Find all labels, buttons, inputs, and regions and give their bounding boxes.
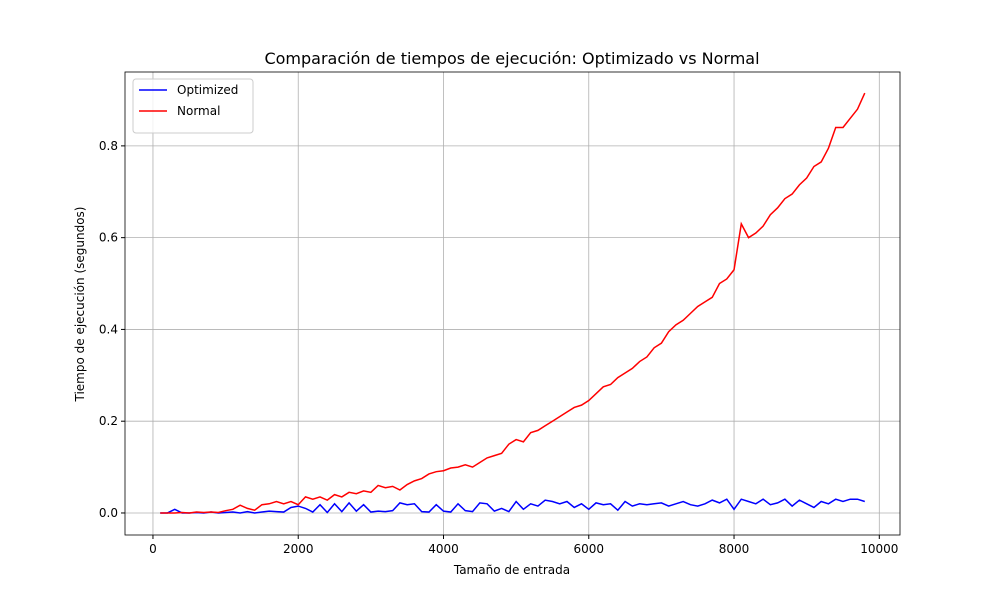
y-axis-label: Tiempo de ejecución (segundos) xyxy=(73,207,87,403)
y-tick-label: 0.6 xyxy=(99,231,118,245)
x-tick-label: 0 xyxy=(149,542,157,556)
y-tick-label: 0.8 xyxy=(99,139,118,153)
data-line xyxy=(160,498,865,514)
legend-box xyxy=(132,78,254,134)
legend-label: Optimized xyxy=(177,83,238,97)
data-line xyxy=(160,92,866,514)
x-tick-label: 4000 xyxy=(428,542,459,556)
y-tick-label: 0.4 xyxy=(99,322,118,336)
x-tick-label: 2000 xyxy=(283,542,314,556)
plot-frame xyxy=(124,71,901,536)
chart-title: Comparación de tiempos de ejecución: Opt… xyxy=(264,49,759,68)
legend: Optimized Normal xyxy=(132,78,254,134)
y-tick-label: 0.0 xyxy=(99,506,118,520)
x-tick-label: 8000 xyxy=(719,542,750,556)
x-tick-label: 10000 xyxy=(860,542,898,556)
x-axis-label: Tamaño de entrada xyxy=(453,563,570,577)
x-tick-label: 6000 xyxy=(573,542,604,556)
y-tick-label: 0.2 xyxy=(99,414,118,428)
legend-label: Normal xyxy=(177,104,220,118)
